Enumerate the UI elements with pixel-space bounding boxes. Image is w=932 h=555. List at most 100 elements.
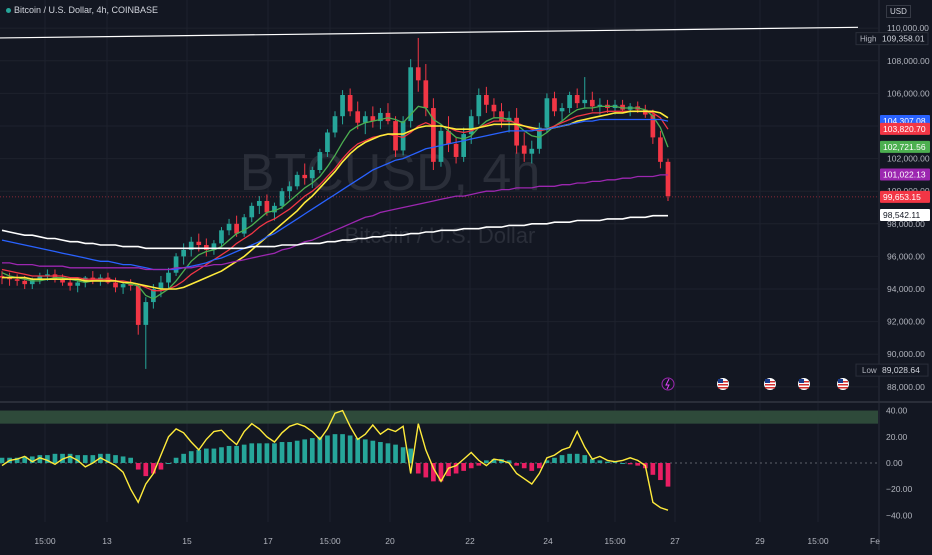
candle-body xyxy=(378,112,383,122)
price-tick: 96,000.00 xyxy=(887,251,925,261)
histogram-bar xyxy=(37,455,43,463)
candle-body xyxy=(491,104,497,112)
oscillator-line xyxy=(1,409,669,511)
candle xyxy=(665,158,671,201)
event-icons[interactable] xyxy=(661,377,849,391)
price-badge-value: 101,022.13 xyxy=(883,170,926,180)
histogram-bar xyxy=(241,444,247,463)
histogram-bar xyxy=(620,463,625,464)
histogram-bar xyxy=(75,455,81,463)
candle xyxy=(211,240,217,255)
price-badge-value: 98,542.11 xyxy=(883,210,920,220)
time-label: 15:00 xyxy=(807,536,829,546)
price-badge xyxy=(880,140,930,153)
time-axis[interactable]: 15:00 13 15 17 15:00 20 22 24 15:00 27 29 15:00 Fe xyxy=(34,536,880,546)
candle-body xyxy=(7,277,12,280)
price-badge xyxy=(880,190,930,203)
histogram-bar xyxy=(408,448,414,463)
histogram-bar xyxy=(468,463,474,469)
candle-body xyxy=(166,272,171,283)
ma-line xyxy=(1,118,669,271)
histogram-bar xyxy=(325,435,330,463)
candle-body xyxy=(188,241,194,250)
histogram-bar xyxy=(294,440,300,463)
candle xyxy=(143,297,149,369)
candle xyxy=(461,127,467,162)
candle-body xyxy=(332,116,338,133)
candle xyxy=(355,101,361,130)
histogram-bar xyxy=(82,455,88,463)
candle-body xyxy=(514,117,519,146)
histogram-bar xyxy=(355,438,361,463)
ma-line xyxy=(2,174,668,271)
candle xyxy=(166,267,171,290)
candle xyxy=(559,103,565,122)
candle xyxy=(567,91,572,113)
histogram-bar xyxy=(385,443,391,463)
candle xyxy=(256,196,262,215)
candle-body xyxy=(52,274,58,280)
high-value: 109,358.01 xyxy=(882,34,925,44)
histogram-bar xyxy=(309,438,315,463)
histogram-bar xyxy=(484,460,489,463)
candle-body xyxy=(597,104,603,107)
oscillator-tick: −40.00 xyxy=(886,510,913,520)
oscillator-axis[interactable]: 40.00 20.00 0.00 −20.00 −40.00 xyxy=(886,406,913,521)
time-label: 17 xyxy=(263,536,273,546)
histogram-bar xyxy=(135,463,141,470)
price-axis[interactable]: 110,000.00108,000.00106,000.00104,000.00… xyxy=(855,23,930,392)
time-label: 20 xyxy=(385,536,395,546)
candle xyxy=(113,277,118,293)
candle xyxy=(249,202,255,223)
time-label: 15:00 xyxy=(319,536,341,546)
histogram-bar xyxy=(574,453,580,463)
price-tick: 110,000.00 xyxy=(887,23,929,33)
price-badge-value: 104,307.08 xyxy=(883,116,926,126)
candle xyxy=(90,271,96,285)
histogram-bar xyxy=(45,455,50,463)
candle xyxy=(226,218,232,236)
us-flag-icon xyxy=(798,378,810,390)
candle xyxy=(415,37,421,92)
histogram-bar xyxy=(173,457,179,463)
candle xyxy=(658,130,663,169)
candle xyxy=(378,108,383,130)
symbol-legend[interactable]: Bitcoin / U.S. Dollar, 4h, COINBASE xyxy=(6,5,158,15)
candle-body xyxy=(453,143,459,157)
flag-stripe xyxy=(838,384,848,386)
price-tick: 106,000.00 xyxy=(887,88,930,98)
histogram-bar xyxy=(491,459,497,463)
flag-canton xyxy=(765,379,770,383)
flag-stripe xyxy=(799,387,809,389)
candle-body xyxy=(589,99,595,107)
ma-line xyxy=(1,214,668,250)
histogram-bar xyxy=(423,463,429,478)
candle-body xyxy=(234,223,239,234)
candle-body xyxy=(309,170,315,179)
flash-icon xyxy=(661,377,675,391)
candle-body xyxy=(120,284,126,288)
histogram-bar xyxy=(393,444,398,463)
candle-body xyxy=(272,205,277,213)
histogram-bar xyxy=(52,453,58,463)
candle xyxy=(340,90,345,125)
low-value: 89,028.64 xyxy=(882,365,920,375)
flag-canton xyxy=(718,379,723,383)
candle-body xyxy=(582,99,588,104)
price-tick: 90,000.00 xyxy=(887,349,925,359)
histogram-bar xyxy=(605,461,610,463)
histogram-bar xyxy=(347,435,353,463)
candle-body xyxy=(574,95,580,104)
candle-body xyxy=(196,241,202,245)
currency-button[interactable]: USD xyxy=(886,5,911,18)
histogram-bar xyxy=(226,445,232,463)
high-badge-bg xyxy=(855,32,929,46)
candle-body xyxy=(67,282,73,286)
candle xyxy=(582,77,588,109)
candle-body xyxy=(211,243,217,250)
histogram-bar xyxy=(105,453,111,463)
histogram-bar xyxy=(67,453,73,463)
candle-body xyxy=(642,109,648,115)
